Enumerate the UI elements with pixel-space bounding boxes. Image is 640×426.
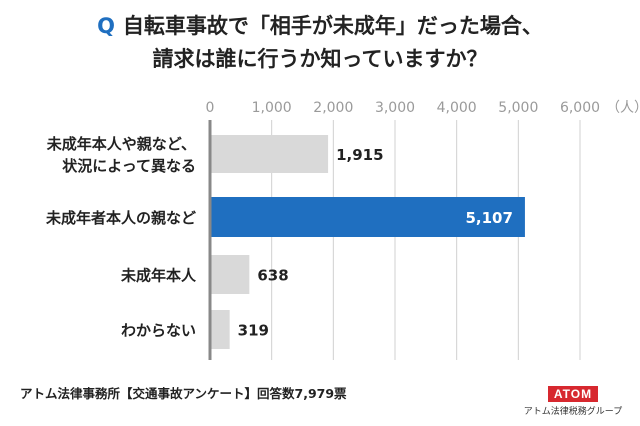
data-label: 319 [238,322,269,340]
x-tick-label: 2,000 [313,100,353,116]
category-label: 未成年本人や親など、 [46,135,196,153]
bar [210,197,525,237]
x-tick-label: 1,000 [252,100,292,116]
category-label: 状況によって異なる [62,157,196,175]
bar [210,135,329,173]
x-tick-label: 0 [206,100,215,116]
data-label: 1,915 [336,146,383,164]
category-label: 未成年本人 [120,267,197,285]
bar [210,310,230,349]
category-label: 未成年者本人の親など [45,209,196,227]
survey-source: アトム法律事務所【交通事故アンケート】回答数7,979票 [20,386,347,401]
x-tick-label: 5,000 [498,100,538,116]
data-label: 5,107 [465,209,512,227]
logo-subtitle: アトム法律税務グループ [523,407,623,417]
unit-label: （人） [606,100,640,116]
data-label: 638 [257,267,288,285]
title-line-2: 請求は誰に行うか知っていますか？ [152,47,488,71]
title-line-1: Q 自転車事故で「相手が未成年」だった場合、 [0,10,640,43]
atom-logo: ATOM アトム法律税務グループ [523,383,623,417]
x-tick-label: 4,000 [437,100,477,116]
x-tick-label: 3,000 [375,100,415,116]
logo-mark: ATOM [547,386,599,402]
bar [210,255,250,294]
x-tick-label: 6,000 [560,100,600,116]
q-mark: Q [97,14,115,38]
category-label: わからない [121,322,196,340]
title-text-1: 自転車事故で「相手が未成年」だった場合、 [122,14,543,38]
chart-title: Q 自転車事故で「相手が未成年」だった場合、 請求は誰に行うか知っていますか？ [0,10,640,76]
